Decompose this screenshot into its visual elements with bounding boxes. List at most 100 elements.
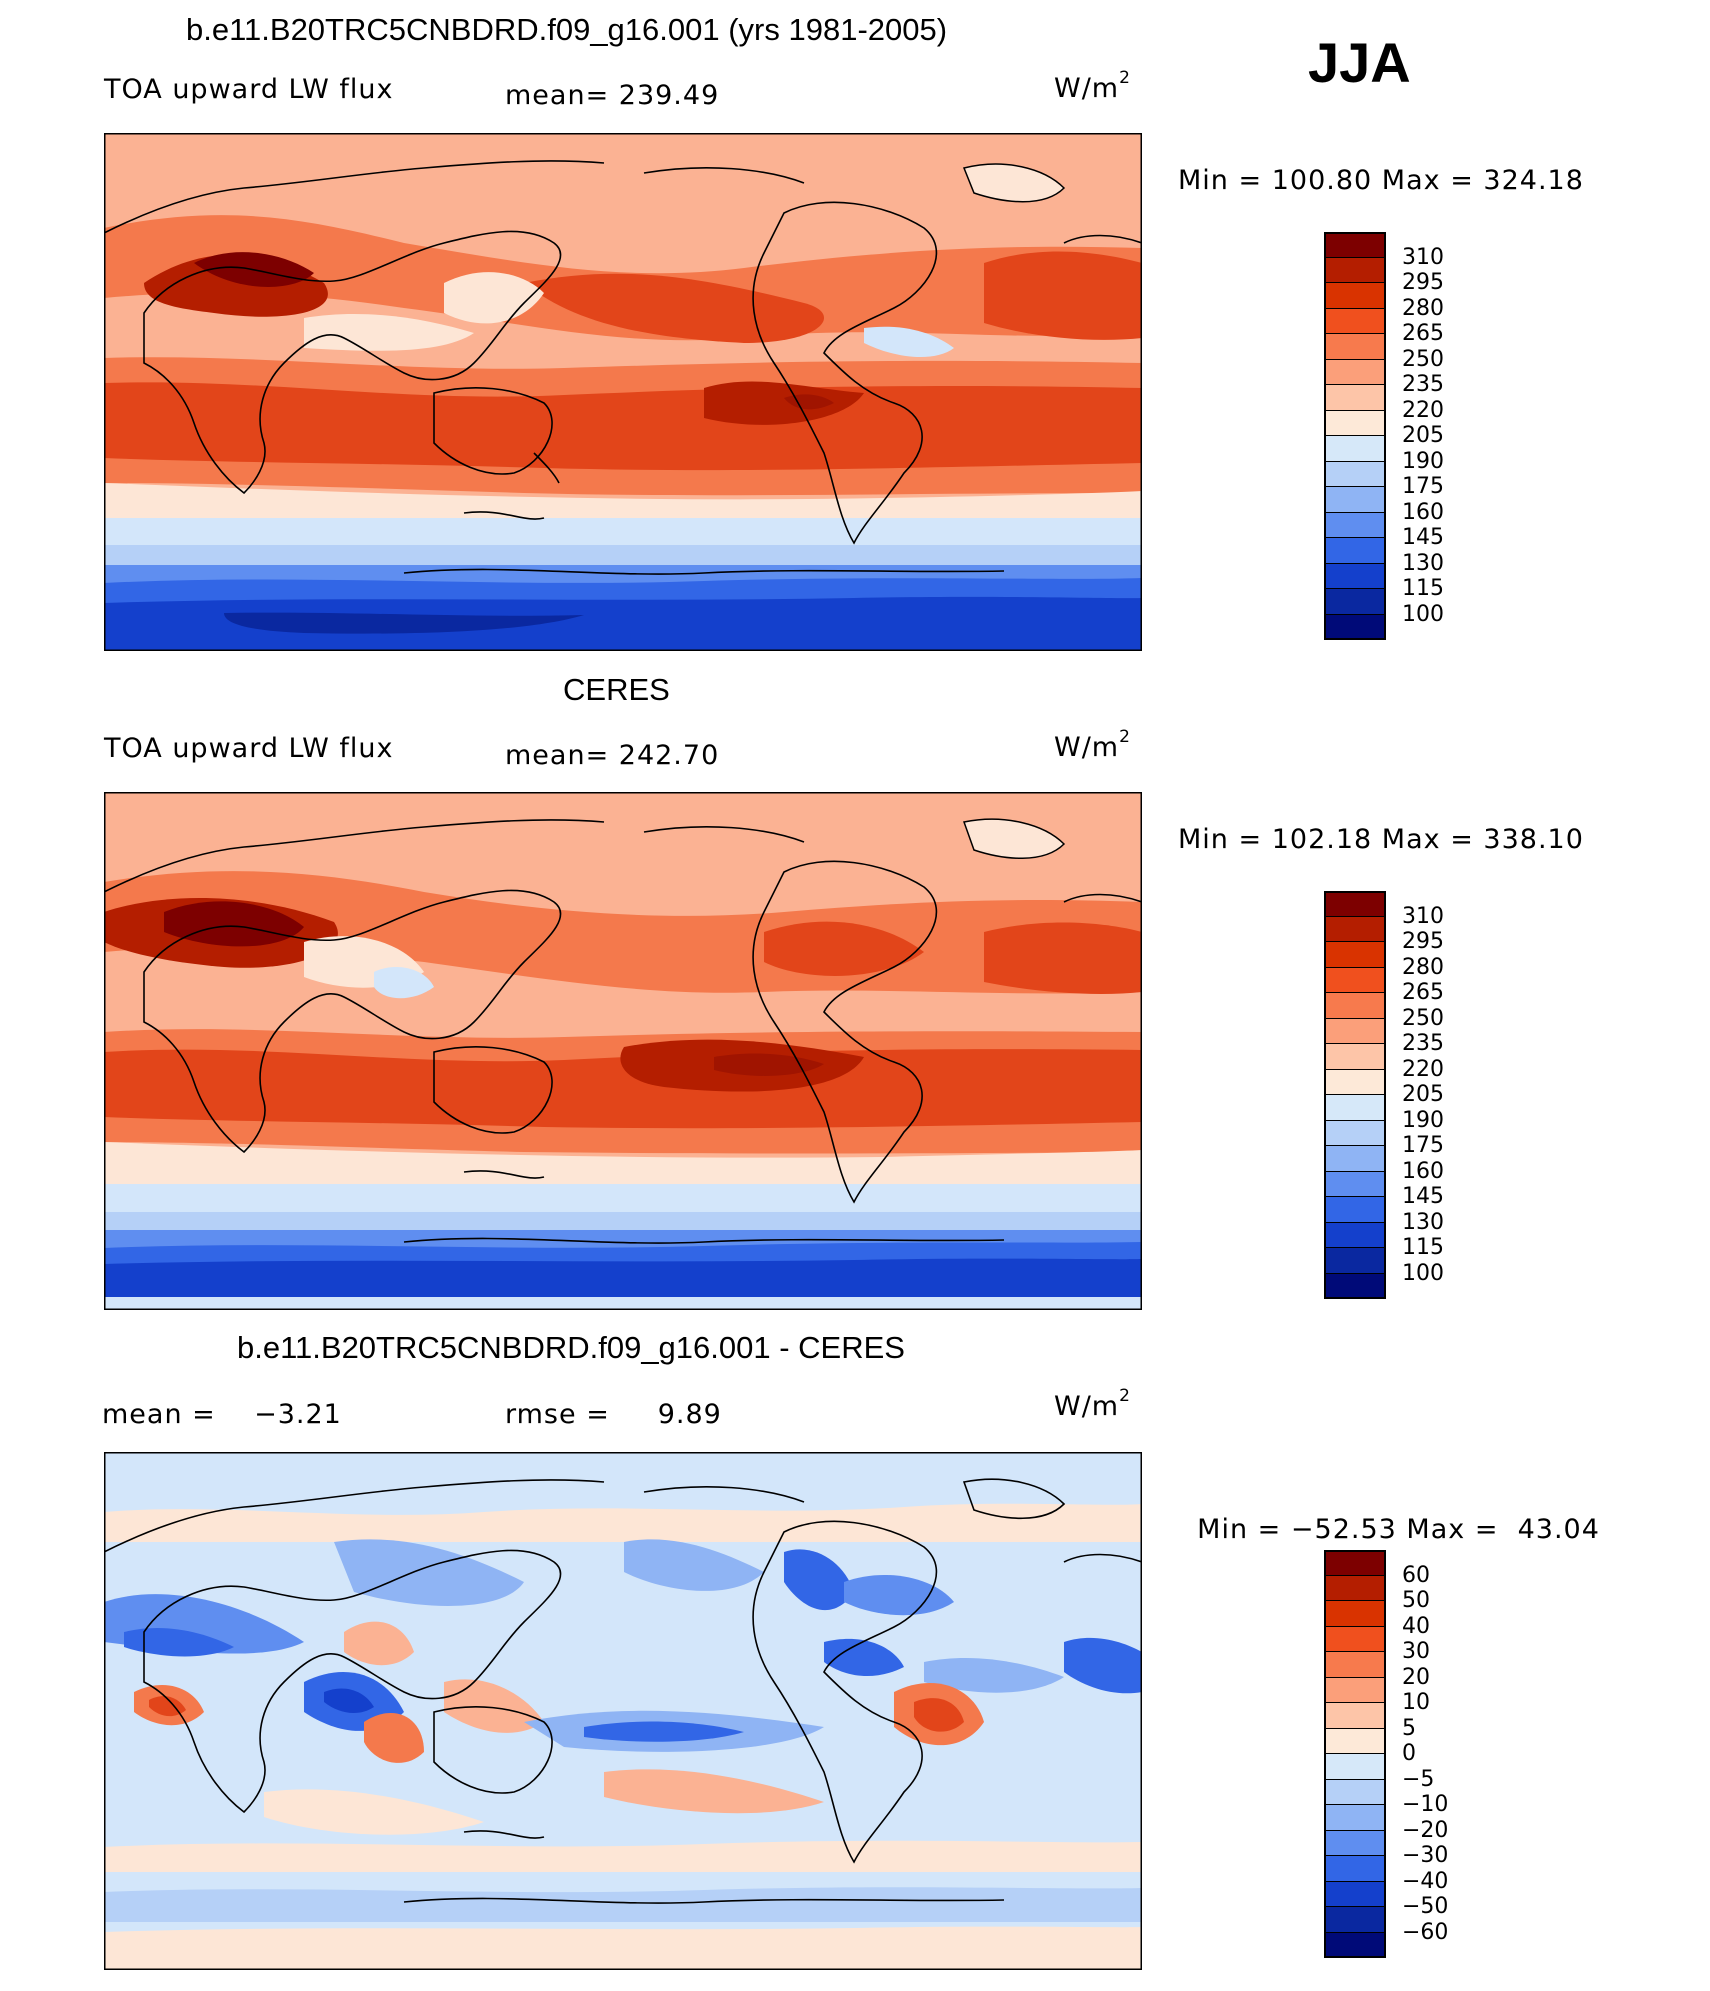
colorbar-segment bbox=[1324, 1754, 1386, 1780]
colorbar-segment bbox=[1324, 1550, 1386, 1576]
colorbar-segment bbox=[1324, 436, 1386, 462]
panel2-title: CERES bbox=[563, 672, 670, 707]
panel2-map bbox=[104, 792, 1142, 1310]
colorbar-tick-label: 235 bbox=[1402, 1031, 1444, 1056]
colorbar-tick-label: 130 bbox=[1402, 550, 1444, 576]
colorbar-segment bbox=[1324, 487, 1386, 513]
colorbar-segment bbox=[1324, 461, 1386, 487]
colorbar-segment bbox=[1324, 359, 1386, 385]
colorbar-tick-label: 250 bbox=[1402, 346, 1444, 372]
colorbar-segment bbox=[1324, 1273, 1386, 1299]
colorbar-segment bbox=[1324, 1197, 1386, 1223]
colorbar-tick-label: −5 bbox=[1402, 1766, 1435, 1792]
colorbar-segment bbox=[1324, 1248, 1386, 1274]
colorbar-tick-label: 0 bbox=[1402, 1741, 1416, 1766]
colorbar-segment bbox=[1324, 257, 1386, 283]
colorbar-tick-label: 205 bbox=[1402, 423, 1444, 448]
colorbar-tick-label: 145 bbox=[1402, 525, 1444, 550]
panel1-title: b.e11.B20TRC5CNBDRD.f09_g16.001 (yrs 198… bbox=[186, 12, 948, 47]
colorbar-segment bbox=[1324, 232, 1386, 258]
colorbar-tick-label: 265 bbox=[1402, 321, 1444, 346]
colorbar-tick-label: 265 bbox=[1402, 980, 1444, 1005]
colorbar-tick-label: −20 bbox=[1402, 1817, 1449, 1843]
colorbar-tick-label: 175 bbox=[1402, 1133, 1444, 1158]
colorbar-segment bbox=[1324, 1018, 1386, 1044]
colorbar-tick-label: 100 bbox=[1402, 1260, 1444, 1286]
colorbar-segment bbox=[1324, 1095, 1386, 1121]
colorbar-tick-label: 60 bbox=[1402, 1562, 1430, 1588]
panel3-minmax: Min = −52.53 Max = 43.04 bbox=[1197, 1514, 1600, 1545]
colorbar-tick-label: 190 bbox=[1402, 1107, 1444, 1133]
colorbar-tick-label: 10 bbox=[1402, 1690, 1430, 1715]
colorbar-tick-label: 295 bbox=[1402, 929, 1444, 954]
colorbar-tick-label: 30 bbox=[1402, 1639, 1430, 1664]
colorbar-segment bbox=[1324, 1856, 1386, 1882]
colorbar-segment bbox=[1324, 891, 1386, 917]
colorbar-tick-label: −30 bbox=[1402, 1843, 1449, 1868]
colorbar-segment bbox=[1324, 1932, 1386, 1958]
colorbar-tick-label: 115 bbox=[1402, 1235, 1444, 1260]
colorbar-segment bbox=[1324, 1575, 1386, 1601]
colorbar-segment bbox=[1324, 1146, 1386, 1172]
colorbar-segment bbox=[1324, 1881, 1386, 1907]
colorbar-segment bbox=[1324, 942, 1386, 968]
colorbar-segment bbox=[1324, 563, 1386, 589]
panel1-variable: TOA upward LW flux bbox=[104, 74, 394, 105]
season-label: JJA bbox=[1308, 31, 1411, 94]
colorbar-tick-label: 130 bbox=[1402, 1209, 1444, 1235]
colorbar-segment bbox=[1324, 1703, 1386, 1729]
colorbar-segment bbox=[1324, 1044, 1386, 1070]
colorbar-tick-label: 115 bbox=[1402, 576, 1444, 601]
colorbar-tick-label: 235 bbox=[1402, 372, 1444, 397]
panel3-mean: mean = −3.21 bbox=[102, 1399, 342, 1430]
colorbar-segment bbox=[1324, 1805, 1386, 1831]
colorbar-segment bbox=[1324, 967, 1386, 993]
colorbar-segment bbox=[1324, 512, 1386, 538]
colorbar-segment bbox=[1324, 1728, 1386, 1754]
colorbar-tick-label: 160 bbox=[1402, 499, 1444, 525]
panel1-map bbox=[104, 133, 1142, 651]
colorbar-tick-label: −10 bbox=[1402, 1792, 1449, 1817]
colorbar-segment bbox=[1324, 1171, 1386, 1197]
colorbar-tick-label: −40 bbox=[1402, 1868, 1449, 1894]
panel2-minmax: Min = 102.18 Max = 338.10 bbox=[1178, 824, 1584, 855]
colorbar-segment bbox=[1324, 1779, 1386, 1805]
colorbar-segment bbox=[1324, 538, 1386, 564]
colorbar-segment bbox=[1324, 993, 1386, 1019]
panel3-unit: W/m2 bbox=[1054, 1386, 1131, 1422]
colorbar-tick-label: 160 bbox=[1402, 1158, 1444, 1184]
panel3-map bbox=[104, 1452, 1142, 1970]
colorbar-tick-label: 50 bbox=[1402, 1588, 1430, 1613]
colorbar-tick-label: 250 bbox=[1402, 1005, 1444, 1031]
colorbar-tick-label: 205 bbox=[1402, 1082, 1444, 1107]
colorbar-segment bbox=[1324, 385, 1386, 411]
colorbar-segment bbox=[1324, 1907, 1386, 1933]
colorbar-tick-label: 40 bbox=[1402, 1613, 1430, 1639]
colorbar-segment bbox=[1324, 308, 1386, 334]
colorbar-tick-label: −50 bbox=[1402, 1894, 1449, 1919]
panel2-colorbar bbox=[1324, 891, 1386, 1299]
colorbar-segment bbox=[1324, 614, 1386, 640]
panel1-mean: mean= 239.49 bbox=[505, 80, 720, 111]
colorbar-tick-label: 5 bbox=[1402, 1715, 1416, 1741]
colorbar-segment bbox=[1324, 334, 1386, 360]
colorbar-segment bbox=[1324, 1222, 1386, 1248]
panel2-mean: mean= 242.70 bbox=[505, 740, 720, 771]
panel1-colorbar bbox=[1324, 232, 1386, 640]
colorbar-segment bbox=[1324, 1601, 1386, 1627]
colorbar-tick-label: 190 bbox=[1402, 448, 1444, 474]
panel2-unit: W/m2 bbox=[1054, 727, 1131, 763]
colorbar-tick-label: 280 bbox=[1402, 295, 1444, 321]
colorbar-segment bbox=[1324, 1069, 1386, 1095]
panel1-minmax: Min = 100.80 Max = 324.18 bbox=[1178, 165, 1584, 196]
panel3-rmse: rmse = 9.89 bbox=[505, 1399, 722, 1430]
colorbar-tick-label: 220 bbox=[1402, 397, 1444, 423]
colorbar-segment bbox=[1324, 283, 1386, 309]
colorbar-tick-label: 100 bbox=[1402, 601, 1444, 627]
colorbar-tick-label: 310 bbox=[1402, 244, 1444, 270]
colorbar-segment bbox=[1324, 410, 1386, 436]
colorbar-segment bbox=[1324, 1120, 1386, 1146]
colorbar-tick-label: 295 bbox=[1402, 270, 1444, 295]
colorbar-segment bbox=[1324, 589, 1386, 615]
colorbar-tick-label: −60 bbox=[1402, 1919, 1449, 1945]
